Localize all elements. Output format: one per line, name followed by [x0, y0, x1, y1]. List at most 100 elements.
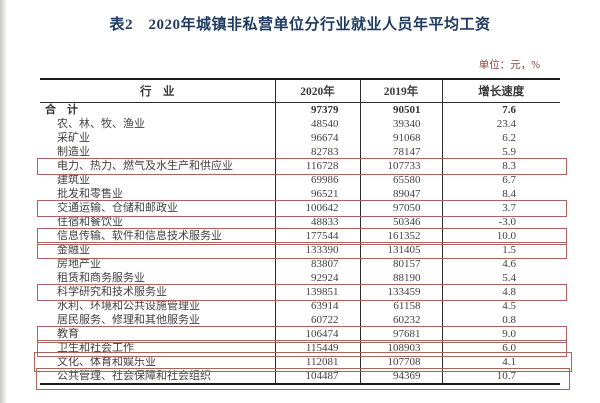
value-2019-cell: 94369 [359, 369, 442, 385]
value-2019-cell: 97681 [359, 327, 442, 341]
scan-edge-artifact [0, 0, 7, 403]
value-2020-cell: 115449 [274, 341, 360, 355]
value-2019-cell: 131405 [359, 243, 442, 257]
table-row: 电力、热力、燃气及水生产和供应业 116728 107733 8.3 [40, 159, 560, 173]
value-2020-cell: 133390 [274, 243, 360, 257]
table-row: 金融业 133390 131405 1.5 [40, 243, 560, 257]
value-2019-cell: 65580 [359, 173, 442, 187]
growth-cell: 5.4 [441, 271, 560, 285]
value-2020-cell: 63914 [274, 299, 360, 313]
table-row: 信息传输、软件和信息技术服务业 177544 161352 10.0 [40, 229, 560, 243]
value-2020-cell: 96674 [274, 131, 360, 145]
growth-cell: 1.5 [441, 243, 560, 257]
col-header-2020: 2020年 [274, 78, 360, 103]
industry-cell: 金融业 [57, 244, 90, 256]
table-row: 建筑业 69986 65580 6.7 [40, 173, 560, 187]
value-2020-cell: 82783 [274, 145, 360, 159]
col-header-industry: 行 业 [40, 78, 275, 103]
growth-cell: 6.0 [441, 341, 560, 355]
growth-cell: 8.4 [441, 187, 560, 201]
value-2020-cell: 100642 [274, 201, 360, 215]
table-row: 文化、体育和娱乐业 112081 107708 4.1 [40, 355, 560, 369]
table-row: 合 计 97379 90501 7.6 [40, 102, 560, 117]
growth-cell: 0.8 [441, 313, 560, 327]
table-row: 公共管理、社会保障和社会组织 104487 94369 10.7 [40, 369, 560, 385]
table-row: 交通运输、仓储和邮政业 100642 97050 3.7 [40, 201, 560, 215]
table-row: 卫生和社会工作 115449 108903 6.0 [40, 341, 560, 355]
growth-cell: 3.7 [441, 201, 560, 215]
value-2020-cell: 96521 [274, 187, 360, 201]
value-2019-cell: 107733 [359, 159, 442, 173]
industry-cell: 采矿业 [57, 132, 90, 144]
value-2020-cell: 69986 [274, 173, 360, 187]
growth-cell: 10.0 [441, 229, 560, 243]
table-row: 科学研究和技术服务业 139851 133459 4.8 [40, 285, 560, 299]
value-2020-cell: 116728 [274, 159, 360, 173]
table-row: 采矿业 96674 91068 6.2 [40, 131, 560, 145]
value-2020-cell: 60722 [274, 313, 360, 327]
value-2020-cell: 97379 [274, 102, 360, 117]
industry-cell: 住宿和餐饮业 [57, 216, 123, 228]
table-row: 房地产业 83807 80157 4.6 [40, 257, 560, 271]
value-2019-cell: 88190 [359, 271, 442, 285]
value-2019-cell: 108903 [359, 341, 442, 355]
value-2019-cell: 107708 [359, 355, 442, 369]
page-title: 表2 2020年城镇非私营单位分行业就业人员年平均工资 [109, 17, 491, 33]
industry-cell: 文化、体育和娱乐业 [57, 356, 156, 368]
value-2019-cell: 133459 [359, 285, 442, 299]
industry-cell: 租赁和商务服务业 [57, 272, 145, 284]
value-2019-cell: 90501 [359, 102, 442, 117]
value-2020-cell: 139851 [274, 285, 360, 299]
industry-cell: 农、林、牧、渔业 [57, 118, 145, 130]
industry-cell: 教育 [57, 328, 79, 340]
value-2020-cell: 177544 [274, 229, 360, 243]
industry-cell: 科学研究和技术服务业 [57, 286, 167, 298]
header-row: 行 业 2020年 2019年 增长速度 [40, 78, 560, 103]
value-2019-cell: 80157 [359, 257, 442, 271]
value-2020-cell: 92924 [274, 271, 360, 285]
industry-cell: 制造业 [57, 146, 90, 158]
industry-cell: 合 计 [45, 104, 78, 116]
value-2019-cell: 78147 [359, 145, 442, 159]
growth-cell: 7.6 [441, 102, 560, 117]
growth-cell: 10.7 [441, 369, 560, 385]
table-row: 住宿和餐饮业 48833 50346 -3.0 [40, 215, 560, 229]
unit-note: 单位：元，% [478, 60, 540, 71]
table-row: 居民服务、修理和其他服务业 60722 60232 0.8 [40, 313, 560, 327]
growth-cell: 4.8 [441, 285, 560, 299]
table-row: 教育 106474 97681 9.0 [40, 327, 560, 341]
growth-cell: 4.6 [441, 257, 560, 271]
value-2019-cell: 50346 [359, 215, 442, 229]
industry-cell: 居民服务、修理和其他服务业 [57, 314, 200, 326]
value-2020-cell: 48540 [274, 117, 360, 131]
industry-cell: 批发和零售业 [57, 188, 123, 200]
growth-cell: 6.7 [441, 173, 560, 187]
industry-cell: 电力、热力、燃气及水生产和供应业 [57, 160, 233, 172]
value-2020-cell: 112081 [274, 355, 360, 369]
industry-cell: 公共管理、社会保障和社会组织 [40, 369, 275, 385]
growth-cell: 23.4 [441, 117, 560, 131]
industry-cell: 交通运输、仓储和邮政业 [57, 202, 178, 214]
col-header-2019: 2019年 [359, 78, 442, 103]
growth-cell: 8.3 [441, 159, 560, 173]
col-header-growth: 增长速度 [441, 78, 560, 103]
industry-cell: 房地产业 [57, 258, 101, 270]
industry-cell: 建筑业 [57, 174, 90, 186]
table-row: 租赁和商务服务业 92924 88190 5.4 [40, 271, 560, 285]
value-2020-cell: 106474 [274, 327, 360, 341]
value-2020-cell: 104487 [274, 369, 360, 385]
industry-cell: 水利、环境和公共设施管理业 [57, 300, 200, 312]
growth-cell: 4.1 [441, 355, 560, 369]
growth-cell: 6.2 [441, 131, 560, 145]
growth-cell: 5.9 [441, 145, 560, 159]
value-2019-cell: 97050 [359, 201, 442, 215]
industry-cell: 信息传输、软件和信息技术服务业 [57, 230, 222, 242]
value-2020-cell: 48833 [274, 215, 360, 229]
value-2019-cell: 60232 [359, 313, 442, 327]
growth-cell: -3.0 [441, 215, 560, 229]
table-row: 制造业 82783 78147 5.9 [40, 145, 560, 159]
wage-table: 行 业 2020年 2019年 增长速度 合 计 97379 90501 7.6 农、林… [34, 78, 572, 390]
growth-cell: 4.5 [441, 299, 560, 313]
value-2020-cell: 83807 [274, 257, 360, 271]
